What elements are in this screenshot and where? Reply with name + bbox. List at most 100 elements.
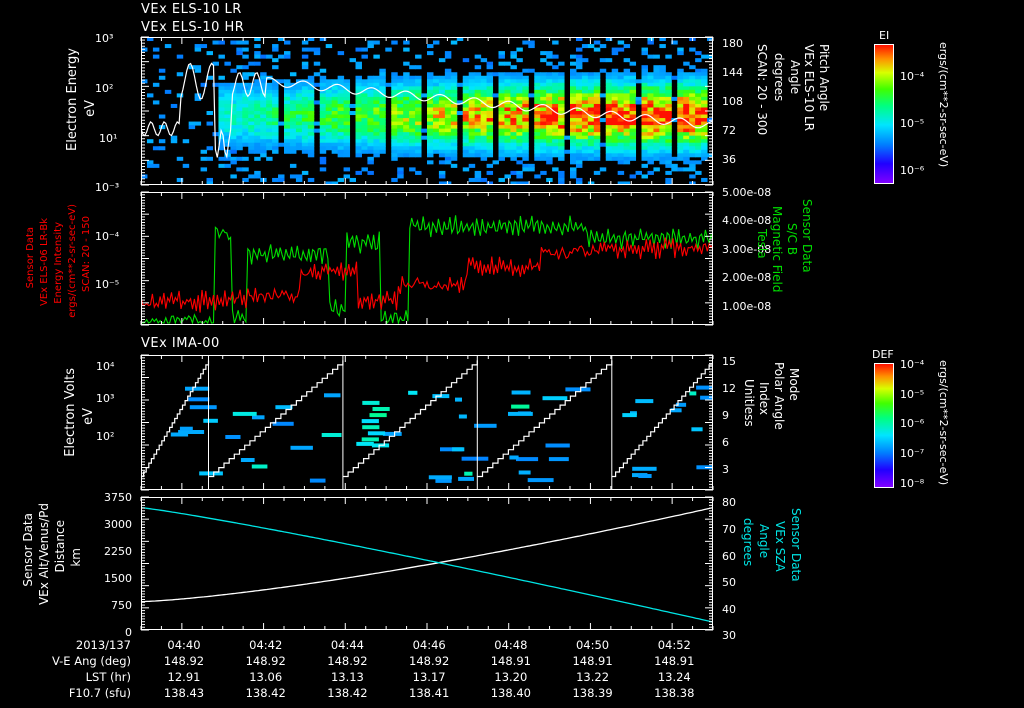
table-cell: 138.39 bbox=[572, 686, 613, 700]
colorbar-def-tick-3: 10⁻⁷ bbox=[900, 447, 925, 460]
panel4-right-label-3: degrees bbox=[741, 518, 755, 567]
panel1-canvas bbox=[141, 37, 713, 185]
table-cell: 04:48 bbox=[494, 638, 528, 652]
panel1-right-label-3: degrees bbox=[772, 53, 786, 102]
panel4-right-label-1: VEx SZA bbox=[773, 521, 787, 572]
table-cell: 04:50 bbox=[575, 638, 610, 652]
table-cell: 138.41 bbox=[409, 686, 450, 700]
panel3-right-label-1: Polar Angle bbox=[772, 362, 786, 430]
panel4-canvas bbox=[141, 497, 713, 630]
table-row-label: 2013/137 bbox=[75, 638, 131, 652]
panel2-right-label-3: Tesla bbox=[755, 229, 769, 259]
table-cell: 04:44 bbox=[330, 638, 364, 652]
colorbar-def-tick-4: 10⁻⁸ bbox=[900, 477, 925, 490]
panel3-right-label-0: Mode bbox=[787, 368, 801, 401]
table-row-label: F10.7 (sfu) bbox=[68, 686, 131, 700]
electron-energy-spectrogram[interactable] bbox=[141, 37, 713, 185]
panel4-right-label-2: Angle bbox=[757, 524, 771, 559]
panel2-rtick-2: 3.00e-08 bbox=[722, 243, 772, 256]
colorbar-ei-name: EI bbox=[879, 29, 890, 42]
table-cell: 148.92 bbox=[163, 654, 205, 668]
panel3-rtick-3: 6 bbox=[722, 436, 729, 449]
panel4-ltick-2: 2250 bbox=[104, 545, 132, 558]
table-cell: 138.42 bbox=[245, 686, 286, 700]
table-cell: 04:46 bbox=[412, 638, 446, 652]
panel4-rtick-2: 60 bbox=[722, 550, 736, 563]
panel2-right-label-1: S/C B bbox=[785, 223, 799, 256]
table-cell: 138.42 bbox=[327, 686, 368, 700]
panel3-title: VEx IMA-00 bbox=[141, 336, 220, 351]
table-cell: 148.92 bbox=[327, 654, 368, 668]
table-cell: 13.24 bbox=[657, 670, 691, 684]
panel2-rtick-4: 1.00e-08 bbox=[722, 300, 772, 313]
panel3-ytick-0: 10⁴ bbox=[96, 360, 115, 373]
table-cell: 04:52 bbox=[657, 638, 691, 652]
panel3-rtick-4: 3 bbox=[722, 463, 729, 476]
colorbar-ei-tick-2: 10⁻⁶ bbox=[900, 164, 925, 177]
panel3-ytick-2: 10² bbox=[96, 430, 115, 443]
table-cell: 04:40 bbox=[167, 638, 201, 652]
table-cell: 138.38 bbox=[654, 686, 695, 700]
colorbar-def-tick-2: 10⁻⁶ bbox=[900, 417, 925, 430]
panel4-ltick-4: 750 bbox=[111, 599, 132, 612]
panel3-right-label-2: Index bbox=[757, 382, 771, 416]
panel3-rtick-2: 9 bbox=[722, 409, 729, 422]
panel3-rtick-1: 12 bbox=[722, 382, 736, 395]
panel2-rtick-1: 4.00e-08 bbox=[722, 214, 772, 227]
panel1-right-label-0: Pitch Angle bbox=[817, 44, 831, 112]
table-cell: 148.91 bbox=[654, 654, 695, 668]
panel4-right-label-0: Sensor Data bbox=[789, 508, 803, 582]
panel1-ytick-0: 10³ bbox=[95, 32, 114, 45]
panel2-canvas bbox=[141, 192, 713, 325]
table-row-label: V-E Ang (deg) bbox=[51, 654, 131, 668]
panel3-ytick-1: 10³ bbox=[96, 392, 115, 405]
panel2-ltick-2: 10⁻⁵ bbox=[95, 278, 120, 291]
panel2-ltick-0: 10⁻³ bbox=[95, 181, 120, 194]
table-cell: 138.40 bbox=[490, 686, 531, 700]
colorbar-def-tick-1: 10⁻⁵ bbox=[900, 388, 925, 401]
table-cell: 12.91 bbox=[167, 670, 201, 684]
panel1-title-lr: VEx ELS-10 LR bbox=[141, 2, 242, 17]
colorbar-ei[interactable] bbox=[874, 44, 894, 184]
ima-polar-angle-spectrogram[interactable] bbox=[141, 355, 713, 490]
table-cell: 148.91 bbox=[490, 654, 531, 668]
panel1-rtick-2: 108 bbox=[722, 95, 743, 108]
panel4-ltick-0: 3750 bbox=[104, 491, 132, 504]
table-cell: 04:42 bbox=[249, 638, 283, 652]
panel1-rtick-4: 36 bbox=[722, 153, 736, 166]
table-cell: 13.20 bbox=[494, 670, 528, 684]
panel1-rtick-0: 180 bbox=[722, 37, 743, 50]
altitude-sza-panel[interactable] bbox=[141, 497, 713, 630]
panel1-right-label-2: Angle bbox=[788, 60, 802, 95]
colorbar-def[interactable] bbox=[874, 363, 894, 488]
panel1-right-label-1: VEx ELS-10 LR bbox=[802, 44, 816, 132]
table-cell: 148.91 bbox=[572, 654, 613, 668]
bottom-data-table: 2013/137 04:40 04:42 04:44 04:46 04:48 04:50 04… bbox=[0, 638, 1024, 708]
panel4-ltick-5: 0 bbox=[125, 626, 132, 639]
panel1-ytick-1: 10² bbox=[95, 82, 114, 95]
panel4-rtick-0: 80 bbox=[722, 496, 736, 509]
panel3-rtick-0: 15 bbox=[722, 355, 736, 368]
panel4-rtick-3: 50 bbox=[722, 576, 736, 589]
colorbar-ei-tick-1: 10⁻⁵ bbox=[900, 117, 925, 130]
table-row-label: LST (hr) bbox=[85, 670, 131, 684]
panel3-canvas bbox=[141, 355, 713, 490]
panel2-right-label-0: Sensor Data bbox=[800, 199, 814, 273]
panel1-scan-label: SCAN: 20 - 300 bbox=[755, 44, 769, 136]
panel4-rtick-1: 70 bbox=[722, 523, 736, 536]
colorbar-def-tick-0: 10⁻⁴ bbox=[900, 358, 925, 371]
panel1-rtick-3: 72 bbox=[722, 124, 736, 137]
panel1-ytick-2: 10¹ bbox=[99, 132, 118, 145]
panel4-ltick-3: 1500 bbox=[104, 572, 132, 585]
panel3-right-label-3: Unitless bbox=[742, 379, 756, 427]
table-cell: 13.22 bbox=[576, 670, 610, 684]
table-cell: 148.92 bbox=[245, 654, 286, 668]
table-cell: 148.92 bbox=[409, 654, 450, 668]
colorbar-def-unit: ergs/(cm**2-sr-sec-eV) bbox=[937, 360, 950, 486]
colorbar-ei-tick-0: 10⁻⁴ bbox=[900, 70, 925, 83]
intensity-magfield-panel[interactable] bbox=[141, 192, 713, 325]
table-cell: 138.43 bbox=[163, 686, 205, 700]
panel4-rtick-4: 40 bbox=[722, 603, 736, 616]
